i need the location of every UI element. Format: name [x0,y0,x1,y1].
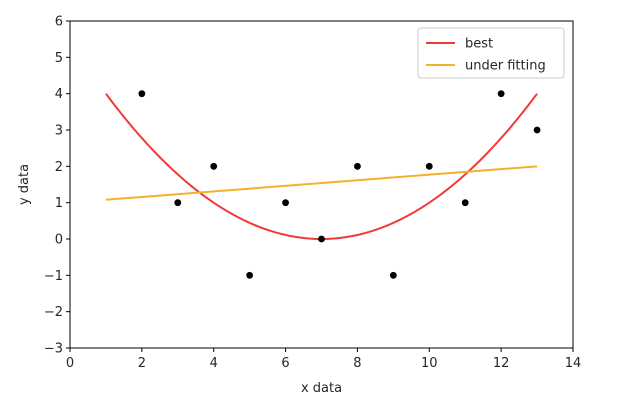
x-tick-label: 2 [138,356,146,371]
y-tick-label: −1 [44,269,63,284]
data-point [318,235,325,243]
y-tick-label: 2 [55,160,63,175]
y-axis-label: y data [17,164,32,205]
series-layer [105,93,538,241]
data-point [282,199,289,207]
y-tick-label: 6 [55,15,63,30]
data-point [461,199,469,207]
x-tick-label: 14 [565,356,582,371]
data-point [174,199,182,207]
data-point [354,162,361,170]
data-point [533,126,541,134]
data-point [138,90,146,98]
x-tick-label: 0 [66,356,74,371]
data-point [210,162,218,170]
x-axis-label: x data [301,381,342,396]
y-tick-label: −3 [44,342,63,357]
axes-frame [69,20,574,349]
data-point [497,90,505,98]
y-tick-label: 0 [55,233,63,248]
y-tick-label: 5 [55,51,63,66]
legend-label-best: best [465,37,493,52]
x-tick-label: 12 [493,356,510,371]
x-tick-label: 4 [210,356,218,371]
y-tick-label: −2 [44,305,63,320]
y-tick-label: 1 [55,196,63,211]
y-tick-label: 3 [55,124,63,139]
x-tick-label: 6 [281,356,289,371]
y-tick-label: 4 [55,87,63,102]
points-layer [138,90,541,279]
x-tick-label: 8 [353,356,361,371]
data-point [389,271,397,279]
legend-label-under-fitting: under fitting [465,59,546,74]
data-point [425,162,433,170]
data-point [246,271,254,279]
x-tick-label: 10 [421,356,438,371]
series-line-under-fitting [105,165,538,201]
legend: best under fitting [417,27,565,79]
series-line-best [105,93,538,241]
